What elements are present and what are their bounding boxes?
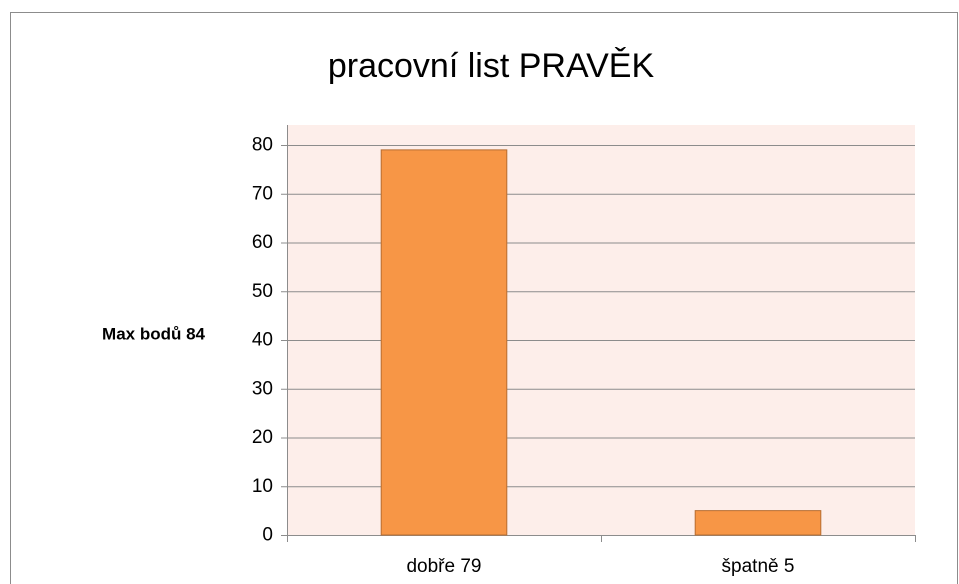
y-tick-label: 30 xyxy=(252,378,273,399)
chart-title: pracovní list PRAVĚK xyxy=(328,47,655,85)
y-axis-label: Max bodů 84 xyxy=(102,324,206,343)
y-tick-label: 70 xyxy=(252,183,273,204)
x-tick-label: dobře 79 xyxy=(406,556,481,577)
y-tick-label: 50 xyxy=(252,281,273,302)
y-tick-label: 20 xyxy=(252,427,273,448)
y-tick-label: 60 xyxy=(252,232,273,253)
bar xyxy=(380,149,508,536)
y-tick-label: 0 xyxy=(262,525,273,546)
y-tick-label: 80 xyxy=(252,135,273,156)
y-tick-label: 10 xyxy=(252,476,273,497)
bar xyxy=(694,510,822,536)
y-tick-label: 40 xyxy=(252,330,273,351)
x-tick-label: špatně 5 xyxy=(722,556,795,577)
